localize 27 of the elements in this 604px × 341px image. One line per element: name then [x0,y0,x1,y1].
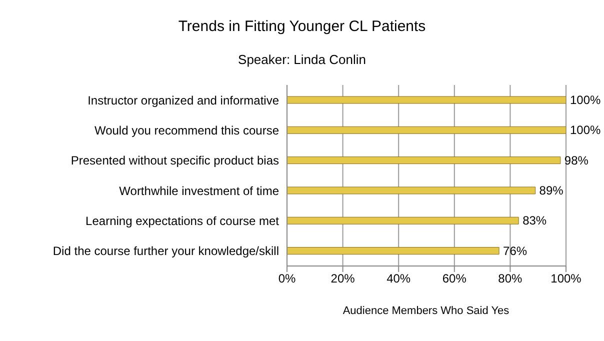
bar [287,156,561,164]
bar [287,126,566,134]
y-tick-label: Learning expectations of course met [86,214,280,228]
bar [287,247,500,255]
y-tick-label: Presented without specific product bias [70,154,279,168]
chart-title: Trends in Fitting Younger CL Patients [177,18,427,35]
data-label: 89% [539,183,564,198]
x-tick-label: 60% [442,272,467,286]
data-label: 76% [503,244,528,258]
x-tick-label: 40% [386,272,411,286]
y-tick-label: Instructor organized and informative [88,93,280,108]
bar [287,96,566,104]
x-tick-label: 20% [330,272,356,286]
data-label: 83% [522,214,547,228]
bar [287,186,536,194]
x-tick-label: 0% [278,272,296,286]
y-tick-label: Would you recommend this course [94,124,280,138]
x-tick-label: 100% [550,272,582,286]
bar [287,216,519,224]
x-axis-title: Audience Members Who Said Yes [342,305,510,317]
y-tick-label: Worthwhile investment of time [119,184,280,198]
y-tick-label: Did the course further your knowledge/skill [52,244,279,258]
data-label: 100% [570,92,602,107]
data-label: 100% [570,123,602,138]
chart-subtitle: Speaker: Linda Conlin [237,52,367,67]
x-tick-label: 80% [498,272,523,286]
data-label: 98% [564,153,589,168]
